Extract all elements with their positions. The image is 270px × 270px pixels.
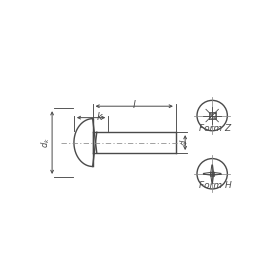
Text: $k$: $k$: [96, 110, 104, 122]
Text: Form H: Form H: [199, 181, 231, 190]
Text: $d_k$: $d_k$: [40, 137, 52, 148]
Text: Form Z: Form Z: [199, 124, 231, 133]
Text: $d$: $d$: [178, 139, 188, 146]
Text: $l$: $l$: [132, 98, 137, 110]
